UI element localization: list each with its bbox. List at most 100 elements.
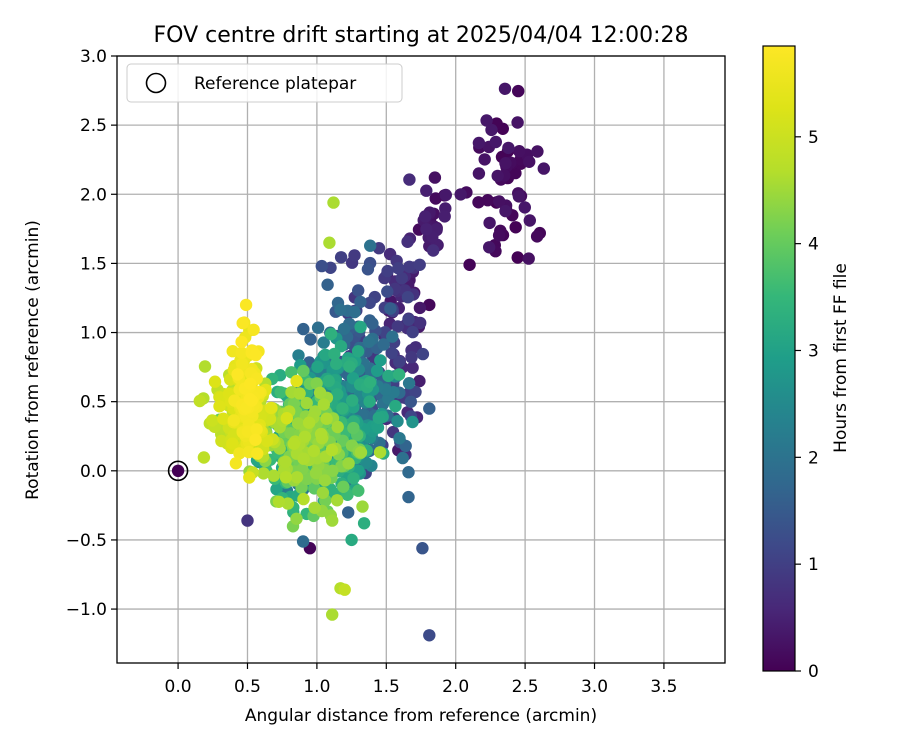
data-point bbox=[384, 302, 397, 315]
data-point bbox=[413, 258, 426, 271]
data-point bbox=[264, 401, 278, 415]
data-point bbox=[287, 437, 301, 450]
data-point bbox=[419, 210, 432, 223]
data-point bbox=[374, 354, 387, 367]
data-point bbox=[354, 295, 367, 309]
data-point bbox=[317, 336, 330, 349]
data-point bbox=[315, 259, 328, 273]
data-point bbox=[420, 223, 433, 236]
x-axis-label: Angular distance from reference (arcmin) bbox=[245, 706, 597, 726]
data-point bbox=[325, 443, 339, 457]
data-point bbox=[502, 141, 515, 155]
colorbar-ticks: 0 1 2 3 4 5 bbox=[795, 128, 819, 682]
data-point bbox=[338, 583, 351, 596]
data-point bbox=[428, 171, 442, 184]
data-point bbox=[309, 466, 323, 480]
data-point bbox=[416, 542, 429, 555]
data-point bbox=[347, 421, 360, 435]
x-tick-label: 0.5 bbox=[234, 677, 261, 697]
data-point bbox=[316, 486, 330, 499]
data-point bbox=[423, 629, 436, 642]
data-point bbox=[319, 348, 332, 361]
data-point bbox=[403, 260, 416, 273]
data-point bbox=[509, 166, 522, 180]
y-tick-label: 2.5 bbox=[80, 116, 107, 136]
data-point bbox=[260, 434, 274, 448]
data-point bbox=[346, 394, 359, 407]
data-point bbox=[362, 335, 376, 348]
data-point bbox=[235, 357, 249, 370]
data-point bbox=[320, 412, 333, 425]
data-point bbox=[366, 317, 379, 330]
data-point bbox=[337, 480, 350, 493]
data-point bbox=[330, 357, 343, 370]
legend-label-reference: Reference platepar bbox=[194, 74, 356, 94]
data-point bbox=[323, 236, 336, 249]
data-point bbox=[483, 216, 496, 230]
data-point bbox=[472, 167, 486, 180]
data-point bbox=[403, 173, 416, 186]
data-point bbox=[409, 385, 422, 399]
data-point bbox=[385, 346, 398, 360]
data-point bbox=[279, 455, 292, 468]
data-point bbox=[402, 377, 416, 390]
data-point bbox=[297, 364, 310, 378]
data-point bbox=[402, 466, 415, 479]
data-point bbox=[348, 305, 361, 319]
data-point bbox=[357, 517, 371, 530]
data-point bbox=[363, 376, 377, 389]
x-tick-label: 0.0 bbox=[165, 677, 192, 697]
data-point bbox=[227, 414, 240, 427]
data-point bbox=[217, 412, 230, 425]
data-point bbox=[401, 235, 414, 248]
data-point bbox=[215, 434, 228, 448]
data-point bbox=[406, 361, 419, 374]
data-point bbox=[364, 239, 377, 252]
data-point bbox=[337, 322, 351, 336]
data-point bbox=[331, 420, 344, 434]
data-point bbox=[392, 262, 405, 275]
data-point bbox=[249, 433, 262, 446]
data-point bbox=[395, 272, 408, 285]
data-point bbox=[311, 360, 324, 374]
colorbar-label: Hours from first FF file bbox=[831, 263, 851, 453]
y-tick-label: 3.0 bbox=[80, 47, 107, 67]
legend: Reference platepar bbox=[126, 63, 403, 103]
data-point bbox=[297, 452, 310, 465]
data-point bbox=[531, 145, 544, 158]
x-tick-label: 1.5 bbox=[373, 677, 400, 697]
chart-title: FOV centre drift starting at 2025/04/04 … bbox=[154, 23, 689, 48]
data-point bbox=[345, 533, 358, 547]
data-point bbox=[354, 446, 368, 459]
data-point bbox=[537, 162, 550, 175]
data-point bbox=[314, 427, 328, 441]
data-point bbox=[318, 474, 332, 487]
data-point bbox=[310, 377, 323, 390]
data-point bbox=[391, 415, 404, 428]
data-point bbox=[313, 386, 327, 399]
data-point bbox=[317, 398, 330, 411]
data-point bbox=[511, 116, 524, 129]
plot-frame bbox=[116, 55, 726, 664]
data-point bbox=[297, 322, 310, 336]
data-point bbox=[420, 184, 433, 197]
colorbar-tick-label: 3 bbox=[808, 341, 819, 361]
data-point bbox=[363, 395, 376, 408]
data-point bbox=[370, 364, 384, 377]
y-tick-label: −1.0 bbox=[66, 600, 107, 620]
data-point bbox=[439, 188, 452, 202]
data-point bbox=[427, 244, 440, 257]
data-point bbox=[213, 400, 226, 413]
data-point bbox=[499, 157, 512, 170]
data-point bbox=[478, 153, 491, 166]
data-point bbox=[348, 249, 361, 262]
data-point bbox=[352, 284, 365, 297]
x-axis-ticks: 0.0 0.5 1.0 1.5 2.0 2.5 3.0 3.5 bbox=[165, 663, 677, 697]
data-point bbox=[454, 188, 467, 201]
data-point bbox=[373, 446, 387, 459]
data-point bbox=[402, 313, 415, 326]
data-point bbox=[343, 360, 356, 373]
data-point bbox=[208, 375, 222, 388]
data-point bbox=[330, 494, 344, 507]
data-point bbox=[371, 421, 385, 434]
